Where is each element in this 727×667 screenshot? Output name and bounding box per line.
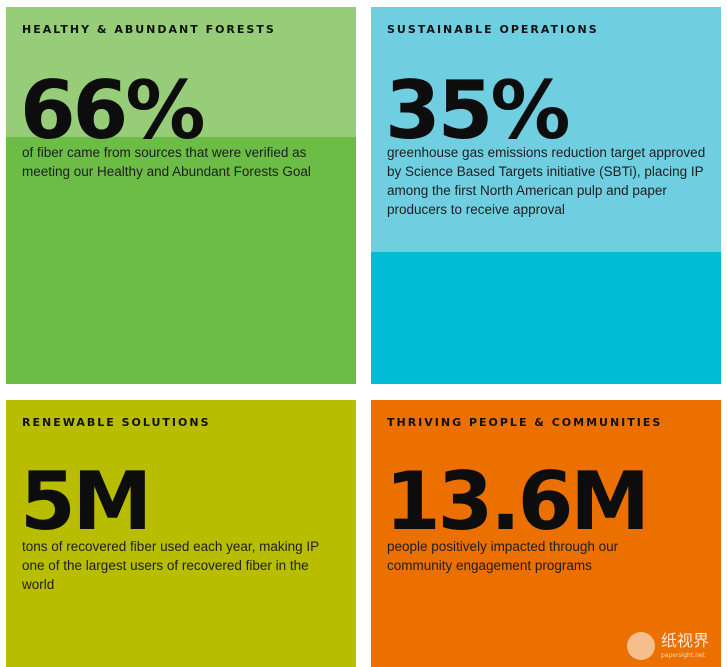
card-thriving-people-communities: THRIVING PEOPLE & COMMUNITIES 13.6M peop… [371, 400, 721, 667]
card-healthy-abundant-forests: HEALTHY & ABUNDANT FORESTS 66% of fiber … [6, 7, 356, 384]
card-description: of fiber came from sources that were ver… [22, 145, 311, 179]
card-top-band [6, 7, 356, 137]
card-heading: RENEWABLE SOLUTIONS [22, 416, 211, 429]
card-heading: THRIVING PEOPLE & COMMUNITIES [387, 416, 663, 429]
card-description: greenhouse gas emissions reduction targe… [387, 145, 706, 217]
watermark-subtext: papersight.net [661, 652, 705, 659]
card-stat: 13.6M [385, 455, 650, 548]
card-stat: 35% [385, 64, 570, 157]
card-heading: SUSTAINABLE OPERATIONS [387, 23, 599, 36]
card-description: people positively impacted through our c… [387, 539, 619, 573]
card-renewable-solutions: RENEWABLE SOLUTIONS 5M tons of recovered… [6, 400, 356, 667]
card-stat: 66% [20, 64, 205, 157]
card-sustainable-operations: SUSTAINABLE OPERATIONS 35% greenhouse ga… [371, 7, 721, 384]
card-heading: HEALTHY & ABUNDANT FORESTS [22, 23, 276, 36]
card-description: tons of recovered fiber used each year, … [22, 539, 319, 592]
watermark: 纸视界 papersight.net [627, 630, 727, 667]
card-top-band [371, 7, 721, 252]
watermark-text: 纸视界 [661, 631, 710, 650]
leaf-logo-icon [627, 632, 655, 660]
card-stat: 5M [20, 455, 152, 548]
